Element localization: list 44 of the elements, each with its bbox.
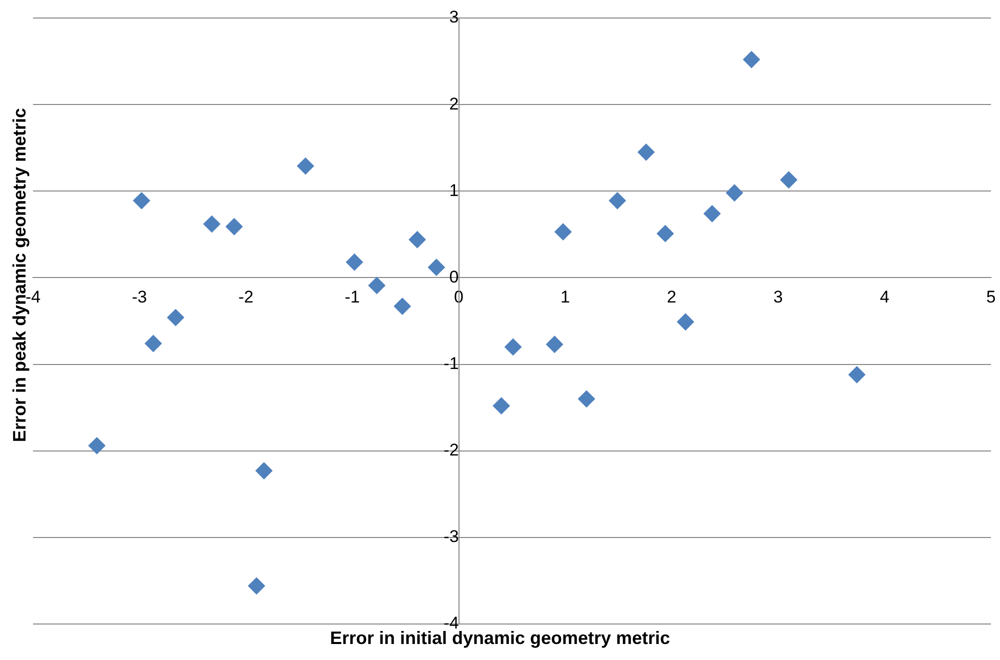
point [638, 144, 655, 161]
point [848, 366, 866, 384]
x-tick-label: 2 [666, 288, 676, 307]
point [255, 462, 272, 480]
x-tick-label: 1 [560, 288, 570, 307]
point [88, 437, 106, 454]
point [408, 231, 426, 248]
x-tick-label: 3 [773, 288, 783, 307]
x-tick-label: 5 [986, 288, 996, 307]
point [578, 390, 596, 408]
point [297, 158, 314, 175]
y-tick-label: -3 [444, 527, 459, 546]
x-tick-label: -3 [132, 288, 148, 307]
y-tick-label: -1 [444, 354, 459, 373]
x-axis-title: Error in initial dynamic geometry metric [328, 628, 672, 649]
x-tick-label: -1 [344, 288, 360, 307]
y-tick-label: 1 [449, 180, 459, 200]
point [726, 184, 743, 202]
point [492, 397, 510, 414]
point [248, 577, 266, 594]
point [743, 51, 760, 68]
point [656, 225, 674, 242]
point [677, 313, 694, 330]
point [554, 223, 572, 240]
point [203, 216, 220, 233]
point [546, 336, 564, 353]
x-tick-label: 4 [880, 288, 890, 307]
point [346, 254, 363, 271]
point [428, 258, 445, 276]
y-tick-label: -2 [444, 440, 459, 460]
y-tick-label: 0 [449, 267, 459, 286]
point [394, 298, 411, 315]
point [780, 171, 798, 188]
y-tick-label: 2 [449, 94, 459, 114]
point [167, 309, 184, 326]
point [133, 192, 150, 210]
point [608, 192, 626, 210]
point [504, 338, 522, 356]
x-tick-label: -2 [238, 288, 254, 307]
point [704, 205, 721, 222]
point [368, 277, 386, 294]
point [144, 335, 162, 352]
point [226, 218, 243, 236]
y-tick-label: 3 [449, 8, 459, 27]
